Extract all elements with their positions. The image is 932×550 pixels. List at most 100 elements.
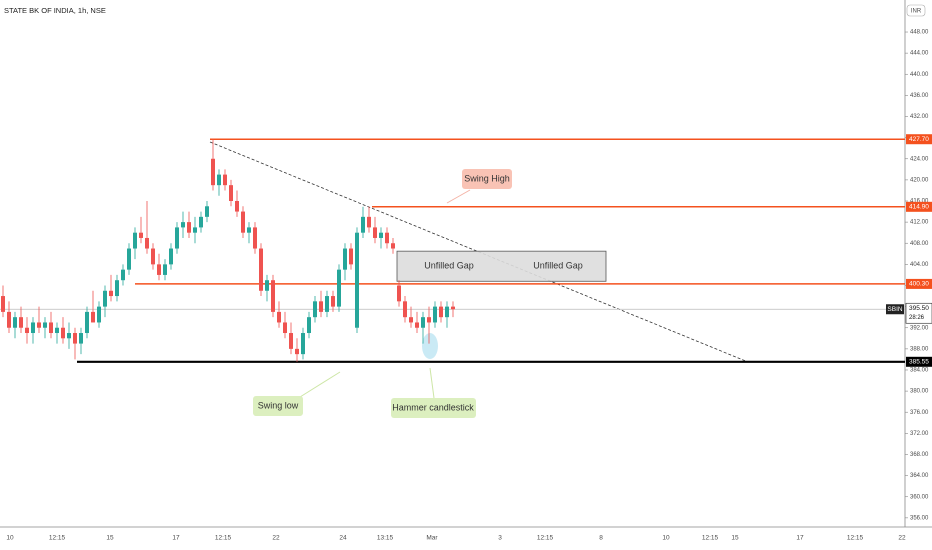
candle-body [307,317,311,334]
symbol-badge [886,304,904,315]
y-tick-label: 356.00 [910,515,929,521]
y-tick-label: 392.00 [910,325,929,331]
candle-body [391,243,395,249]
y-tick-label: 440.00 [910,72,929,78]
level-label: 385.55 [909,359,929,366]
candle-body [403,301,407,318]
candle-body [343,248,347,270]
candle-body [265,280,269,291]
candle-body [415,322,419,328]
y-tick-label: 384.00 [910,368,929,374]
candle-body [67,333,71,339]
swing-low-box [253,396,303,416]
candle-body [247,227,251,233]
candle-body [91,311,95,323]
candle-body [421,317,425,328]
candle-body [37,322,41,328]
candle-body [55,327,59,334]
candle-body [319,301,323,312]
candle-body [115,280,119,297]
candle-body [193,227,197,233]
x-tick-label: 3 [498,535,502,542]
candle-body [211,158,215,186]
y-tick-label: 436.00 [910,93,929,99]
last-price-label: 395.50 [909,305,929,312]
x-tick-label: 17 [172,535,180,542]
candle-body [139,232,143,238]
y-tick-label: 424.00 [910,156,929,162]
candle-body [355,232,359,328]
x-tick-label: 17 [796,535,804,542]
y-tick-label: 372.00 [910,431,929,437]
candle-body [145,237,149,249]
candle-body [19,317,23,328]
level-badge [906,134,932,145]
candle-body [169,248,173,265]
candle-body [25,327,29,334]
candle-body [127,248,131,270]
x-tick-label: 12:15 [847,535,864,542]
candle-body [61,327,65,339]
candle-body [133,232,137,249]
candle-body [439,306,443,318]
x-tick-label: 12:15 [215,535,232,542]
candle-body [223,174,227,186]
hammer-box [391,398,476,418]
x-tick-label: 24 [339,535,347,542]
candle-body [409,317,413,323]
candle-body [163,264,167,275]
level-badge [906,356,932,367]
candle-body [79,333,83,344]
currency: INR [911,9,922,15]
candle-body [205,206,209,217]
x-tick-label: 15 [731,535,739,542]
y-tick-label: 420.00 [910,177,929,183]
candle-body [433,306,437,323]
y-tick-label: 368.00 [910,452,929,458]
candle-body [13,317,17,328]
price-badge [905,302,932,324]
candle-body [73,333,77,344]
candle-body [259,248,263,291]
candle-body [337,269,341,307]
candle-body [313,301,317,318]
candle-body [301,333,305,355]
annotation: Hammer candlestick [392,402,474,412]
x-tick-label: 12:15 [537,535,554,542]
level-label: 400.30 [909,281,929,288]
currency-badge[interactable] [906,4,926,17]
candle-body [283,322,287,334]
x-tick-label: 13:15 [377,535,394,542]
countdown: 28:26 [909,315,925,321]
candle-body [361,216,365,233]
candle-body [49,322,53,334]
y-tick-label: 388.00 [910,346,929,352]
candle-body [349,248,353,265]
candle-body [241,211,245,233]
x-tick-label: 12:15 [49,535,66,542]
candle-body [1,296,5,312]
candle-body [151,248,155,265]
y-tick-label: 404.00 [910,262,929,268]
candle-body [181,222,185,228]
level-label: 427.70 [909,136,929,143]
candle-body [295,348,299,355]
candle-body [109,290,113,297]
candle-body [229,185,233,202]
candle-body [97,306,101,323]
candle-body [427,317,431,323]
x-tick-label: 10 [6,535,14,542]
x-tick-label: 22 [898,535,906,542]
candle-body [157,264,161,275]
chart-title: STATE BK OF INDIA, 1h, NSE [4,6,106,15]
candle-body [31,322,35,334]
x-tick-label: 10 [662,535,670,542]
candle-body [277,311,281,323]
swing-low-pointer [299,371,341,398]
y-tick-label: 444.00 [910,51,929,57]
x-tick-label: 8 [599,535,603,542]
y-tick-label: 412.00 [910,220,929,226]
candle-body [199,216,203,228]
